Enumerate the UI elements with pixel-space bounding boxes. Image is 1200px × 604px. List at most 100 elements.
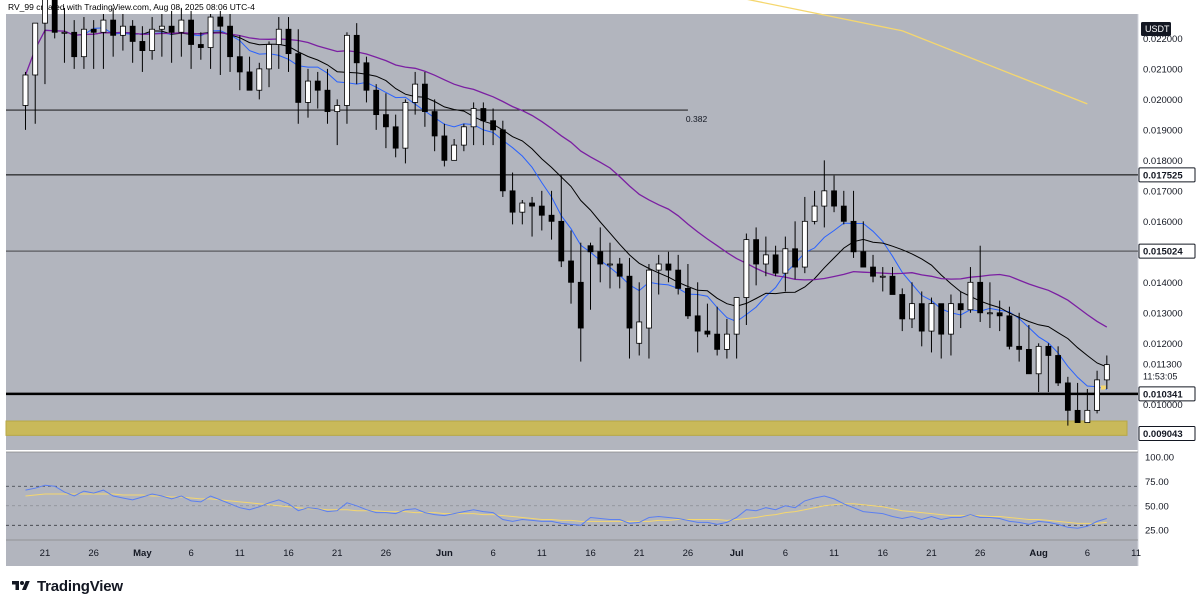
candle[interactable]	[275, 17, 282, 69]
candle[interactable]	[1055, 346, 1062, 386]
candle[interactable]	[519, 199, 526, 225]
candle[interactable]	[266, 41, 272, 88]
candle[interactable]	[431, 99, 438, 152]
candle[interactable]	[782, 236, 789, 292]
candle[interactable]	[636, 282, 643, 356]
candle[interactable]	[344, 32, 350, 124]
candle[interactable]	[71, 20, 78, 69]
candle[interactable]	[704, 303, 711, 338]
candle[interactable]	[1103, 355, 1110, 390]
candle[interactable]	[32, 22, 39, 124]
candle[interactable]	[42, 0, 48, 85]
candle[interactable]	[402, 99, 409, 164]
candle[interactable]	[324, 68, 331, 124]
candle[interactable]	[139, 26, 146, 72]
candle[interactable]	[977, 245, 984, 322]
candle[interactable]	[811, 190, 818, 225]
candle[interactable]	[840, 190, 847, 225]
candle[interactable]	[675, 254, 682, 295]
candle[interactable]	[889, 267, 896, 295]
candle[interactable]	[899, 288, 906, 332]
candle[interactable]	[685, 264, 691, 319]
candle[interactable]	[353, 23, 360, 85]
candle[interactable]	[938, 303, 945, 359]
candle[interactable]	[694, 282, 701, 353]
candle[interactable]	[334, 99, 341, 146]
candle[interactable]	[441, 123, 448, 167]
candle[interactable]	[753, 227, 760, 286]
candle[interactable]	[285, 17, 292, 72]
candle[interactable]	[363, 56, 370, 103]
candle[interactable]	[733, 297, 740, 359]
candle[interactable]	[197, 32, 204, 60]
candle[interactable]	[129, 20, 136, 63]
candle[interactable]	[665, 251, 672, 283]
candle[interactable]	[236, 35, 243, 91]
candle[interactable]	[723, 318, 730, 359]
candle[interactable]	[1025, 324, 1032, 375]
candle[interactable]	[412, 71, 419, 115]
candle[interactable]	[460, 123, 467, 152]
candle[interactable]	[792, 221, 798, 280]
candle[interactable]	[110, 7, 117, 57]
candle[interactable]	[168, 10, 175, 63]
candle[interactable]	[909, 282, 915, 329]
candle[interactable]	[948, 294, 954, 356]
candle[interactable]	[227, 14, 233, 72]
candle[interactable]	[61, 7, 68, 63]
candle[interactable]	[51, 0, 58, 39]
candle[interactable]	[1084, 389, 1091, 423]
candle[interactable]	[81, 17, 87, 69]
candle[interactable]	[470, 102, 477, 146]
candle[interactable]	[558, 175, 565, 268]
candle[interactable]	[762, 236, 769, 277]
candle[interactable]	[967, 267, 974, 313]
candle[interactable]	[626, 257, 633, 359]
candle[interactable]	[22, 71, 29, 130]
candle[interactable]	[860, 221, 867, 268]
candle[interactable]	[1064, 376, 1071, 426]
candle[interactable]	[655, 254, 662, 295]
candle[interactable]	[548, 190, 555, 240]
candle[interactable]	[480, 102, 487, 146]
candle[interactable]	[217, 10, 224, 75]
candle[interactable]	[607, 242, 613, 289]
candle[interactable]	[597, 227, 604, 283]
candle[interactable]	[879, 267, 886, 292]
candle[interactable]	[743, 233, 750, 325]
candle[interactable]	[850, 190, 857, 258]
candle[interactable]	[577, 242, 584, 362]
candle[interactable]	[1016, 312, 1023, 362]
candle[interactable]	[538, 190, 545, 231]
candle[interactable]	[149, 17, 156, 60]
candle[interactable]	[568, 230, 574, 304]
candle[interactable]	[1045, 343, 1052, 393]
candle[interactable]	[207, 14, 214, 69]
support-zone[interactable]	[5, 420, 1128, 436]
candle[interactable]	[646, 264, 652, 359]
candle[interactable]	[529, 196, 535, 237]
candle[interactable]	[295, 29, 302, 124]
candle[interactable]	[100, 14, 107, 69]
candle[interactable]	[1074, 382, 1081, 423]
candle[interactable]	[918, 291, 925, 347]
footer-brand[interactable]: TradingView	[10, 576, 123, 596]
candle[interactable]	[801, 196, 808, 274]
candle[interactable]	[421, 71, 428, 127]
candle[interactable]	[120, 14, 126, 51]
candle[interactable]	[616, 257, 623, 289]
candle[interactable]	[987, 282, 993, 329]
candle[interactable]	[587, 242, 594, 310]
candle[interactable]	[90, 20, 97, 69]
candle[interactable]	[246, 56, 253, 91]
candle[interactable]	[772, 245, 779, 277]
candle[interactable]	[256, 62, 263, 100]
candle[interactable]	[188, 10, 194, 69]
candle[interactable]	[383, 93, 389, 149]
candle[interactable]	[1006, 306, 1013, 350]
candle[interactable]	[509, 172, 516, 225]
candle[interactable]	[314, 71, 321, 109]
candle[interactable]	[392, 114, 399, 158]
candle[interactable]	[1035, 343, 1042, 393]
